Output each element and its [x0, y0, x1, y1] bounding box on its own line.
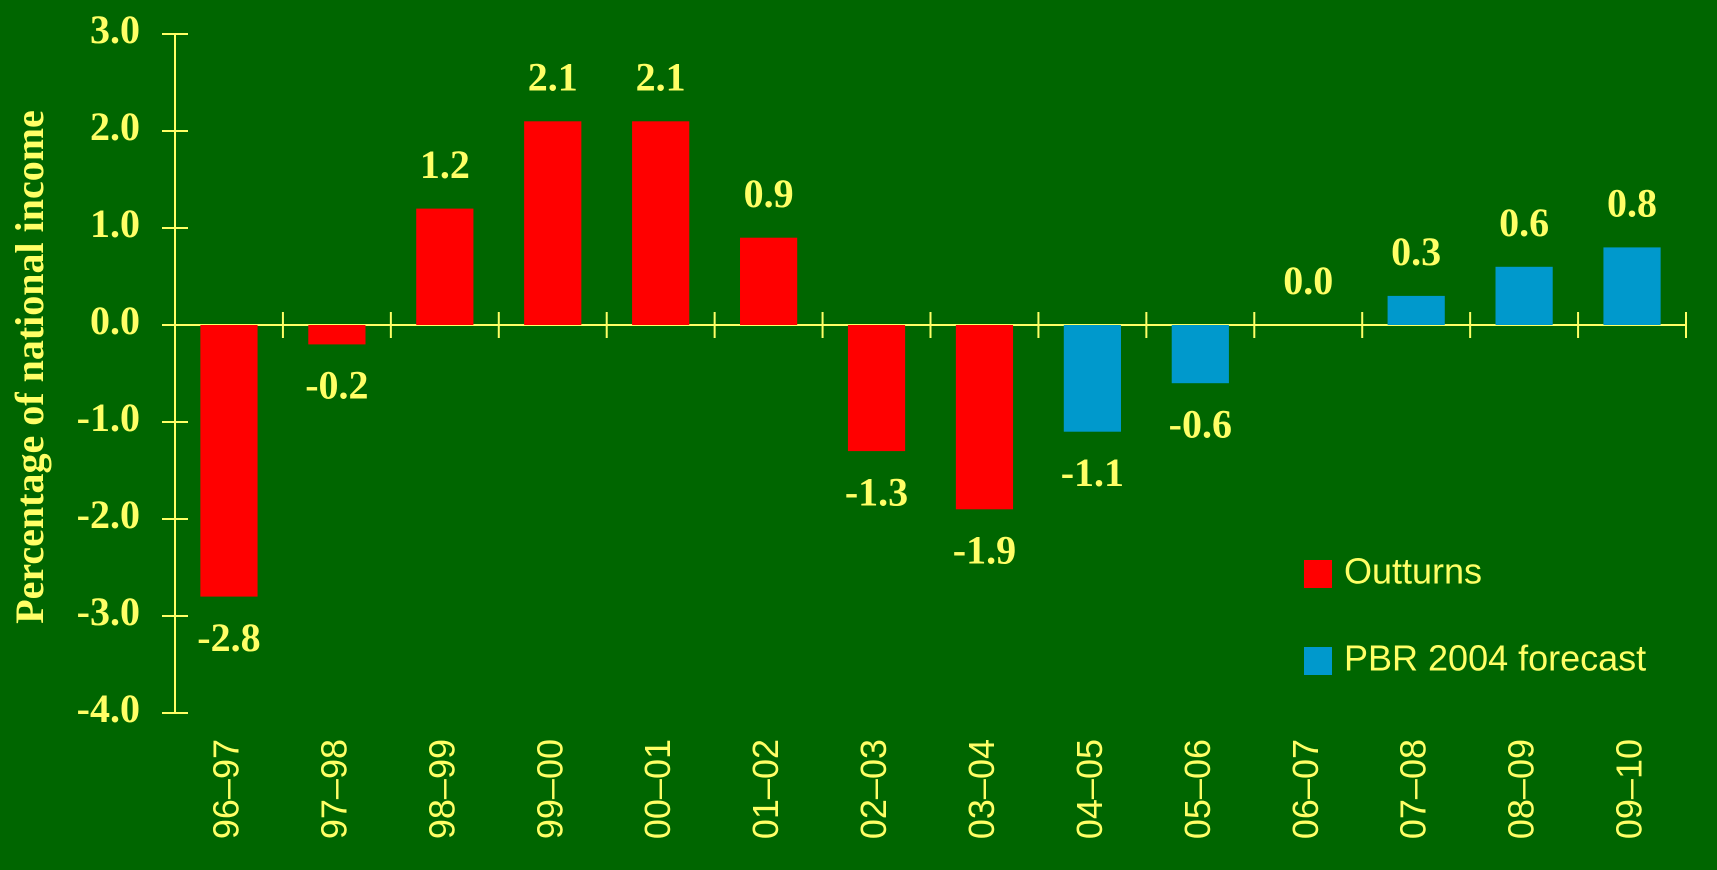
- bar: [1171, 325, 1229, 384]
- x-tick-label: 07–08: [1393, 739, 1434, 839]
- data-label: 2.1: [636, 54, 686, 99]
- y-tick-label: 0.0: [90, 298, 140, 343]
- bar: [1495, 266, 1553, 325]
- data-label: 0.6: [1499, 200, 1549, 245]
- data-label: -0.2: [305, 363, 368, 408]
- data-label: 1.2: [420, 142, 470, 187]
- x-tick-label: 02–03: [853, 739, 894, 839]
- data-label: -2.8: [197, 615, 260, 660]
- bar: [632, 121, 690, 325]
- bar: [200, 325, 258, 597]
- x-tick-label: 00–01: [637, 739, 678, 839]
- x-tick-label: 08–09: [1501, 739, 1542, 839]
- bar: [308, 325, 366, 345]
- y-tick-label: 1.0: [90, 201, 140, 246]
- data-label: 0.8: [1607, 181, 1657, 226]
- x-tick-label: 03–04: [961, 739, 1002, 839]
- bar: [740, 237, 798, 325]
- bar: [847, 325, 906, 452]
- y-tick-label: -1.0: [77, 395, 140, 440]
- legend-swatch: [1304, 647, 1332, 675]
- bar: [1387, 295, 1445, 325]
- bar: [1063, 325, 1121, 432]
- x-tick-label: 97–98: [313, 739, 354, 839]
- x-tick-label: 99–00: [529, 739, 570, 839]
- x-tick-label: 01–02: [745, 739, 786, 839]
- x-tick-label: 05–06: [1177, 739, 1218, 839]
- y-tick-label: 2.0: [90, 104, 140, 149]
- bar: [1603, 247, 1661, 325]
- data-label: 2.1: [528, 54, 578, 99]
- y-tick-label: -2.0: [77, 492, 140, 537]
- data-label: -1.9: [953, 527, 1016, 572]
- legend-label: Outturns: [1344, 551, 1482, 592]
- y-axis-title: Percentage of national income: [7, 110, 52, 624]
- data-label: -1.1: [1061, 450, 1124, 495]
- x-tick-label: 96–97: [205, 739, 246, 839]
- data-label: -0.6: [1169, 401, 1232, 446]
- legend-label: PBR 2004 forecast: [1344, 638, 1646, 679]
- x-tick-label: 09–10: [1609, 739, 1650, 839]
- data-label: 0.0: [1283, 258, 1333, 303]
- legend-swatch: [1304, 560, 1332, 588]
- x-tick-label: 98–99: [421, 739, 462, 839]
- data-label: 0.3: [1391, 229, 1441, 274]
- bar: [416, 208, 474, 325]
- data-label: -1.3: [845, 469, 908, 514]
- y-tick-label: -3.0: [77, 589, 140, 634]
- bar: [955, 325, 1014, 510]
- bar: [524, 121, 582, 325]
- data-label: 0.9: [744, 171, 794, 216]
- y-tick-label: -4.0: [77, 686, 140, 731]
- x-tick-label: 04–05: [1069, 739, 1110, 839]
- y-tick-label: 3.0: [90, 7, 140, 52]
- x-tick-label: 06–07: [1285, 739, 1326, 839]
